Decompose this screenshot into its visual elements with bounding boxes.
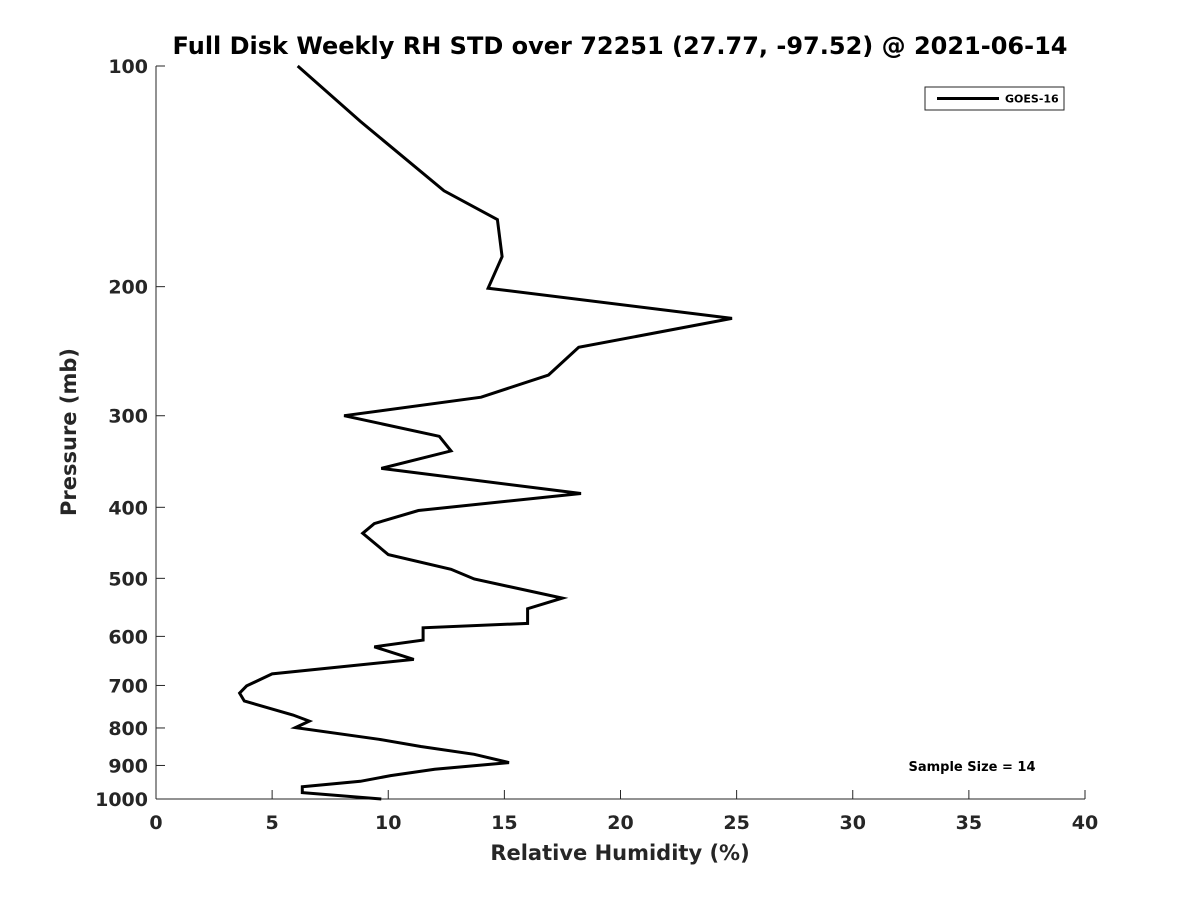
ticks: 0 5 10 15 20 25 30 35 40 100 200 300 400 500 600 700 800… — [95, 56, 1098, 834]
y-tick-label: 500 — [108, 568, 148, 590]
legend: GOES-16 — [924, 86, 1065, 111]
legend-label-goes-16: GOES-16 — [1005, 93, 1059, 106]
y-axis-label: Pressure (mb) — [57, 348, 81, 516]
x-tick-label: 35 — [956, 812, 982, 834]
y-tick-label: 900 — [108, 755, 148, 777]
chart-title: Full Disk Weekly RH STD over 72251 (27.7… — [173, 32, 1068, 60]
x-tick-label: 10 — [375, 812, 401, 834]
y-tick-label: 100 — [108, 56, 148, 78]
axes — [155, 66, 1085, 800]
x-tick-label: 15 — [491, 812, 517, 834]
y-tick-label: 200 — [108, 277, 148, 299]
sample-size-annotation: Sample Size = 14 — [908, 760, 1035, 775]
y-tick-label: 700 — [108, 675, 148, 697]
y-tick-label: 1000 — [95, 789, 148, 811]
series-line-goes-16 — [237, 64, 733, 801]
x-tick-label: 20 — [607, 812, 633, 834]
y-tick-label: 400 — [108, 497, 148, 519]
y-tick-label: 600 — [108, 626, 148, 648]
x-tick-label: 0 — [149, 812, 162, 834]
x-tick-label: 30 — [840, 812, 866, 834]
x-tick-label: 40 — [1072, 812, 1098, 834]
series — [237, 64, 733, 801]
x-axis-label: Relative Humidity (%) — [490, 841, 749, 865]
y-tick-label: 300 — [108, 406, 148, 428]
y-tick-label: 800 — [108, 718, 148, 740]
x-tick-label: 25 — [723, 812, 749, 834]
x-tick-label: 5 — [266, 812, 279, 834]
